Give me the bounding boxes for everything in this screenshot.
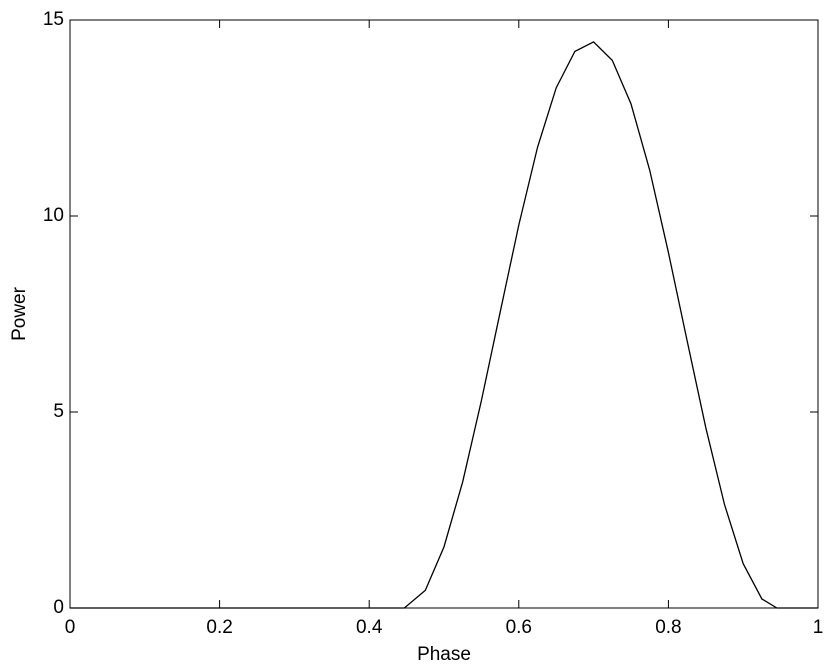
y-axis-label: Power: [9, 286, 30, 341]
x-tick-label: 0.6: [506, 617, 532, 638]
x-axis-label: Phase: [417, 644, 471, 665]
axes-box: [69, 19, 819, 609]
line-series: [70, 41, 818, 609]
y-tick-label: 0: [53, 597, 64, 618]
x-tick-label: 0.8: [655, 617, 681, 638]
y-tick-label: 10: [43, 205, 64, 226]
x-tick-label: 0.2: [206, 617, 232, 638]
x-tick-label: 0.4: [356, 617, 383, 638]
y-tick-label: 5: [53, 401, 64, 422]
x-tick-label: 1: [813, 617, 824, 638]
y-tick-label: 15: [43, 9, 64, 30]
x-tick-label: 0: [65, 617, 76, 638]
